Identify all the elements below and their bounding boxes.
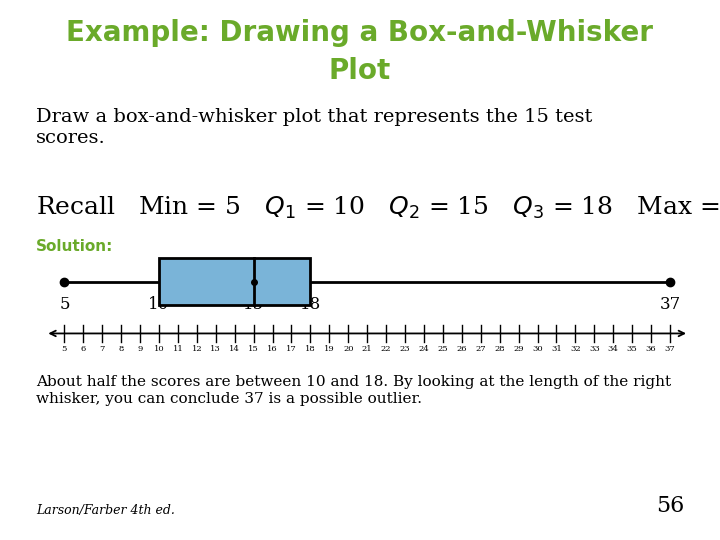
Text: 7: 7 xyxy=(99,345,105,353)
Text: Plot: Plot xyxy=(329,57,391,85)
Text: 29: 29 xyxy=(513,345,524,353)
Text: 31: 31 xyxy=(551,345,562,353)
Text: 37: 37 xyxy=(665,345,675,353)
Text: 18: 18 xyxy=(300,296,321,313)
Text: 20: 20 xyxy=(343,345,354,353)
Text: 24: 24 xyxy=(418,345,429,353)
Text: 15: 15 xyxy=(243,296,264,313)
Text: 35: 35 xyxy=(627,345,637,353)
Text: 30: 30 xyxy=(532,345,543,353)
Text: 19: 19 xyxy=(324,345,335,353)
Text: 36: 36 xyxy=(646,345,657,353)
Text: 37: 37 xyxy=(660,296,680,313)
Text: Draw a box-and-whisker plot that represents the 15 test
scores.: Draw a box-and-whisker plot that represe… xyxy=(36,108,593,147)
Text: 18: 18 xyxy=(305,345,316,353)
Text: Recall   Min = 5   $Q_1$ = 10   $Q_2$ = 15   $Q_3$ = 18   Max = 37: Recall Min = 5 $Q_1$ = 10 $Q_2$ = 15 $Q_… xyxy=(36,194,720,221)
Text: 5: 5 xyxy=(62,345,67,353)
Text: 5: 5 xyxy=(59,296,70,313)
Text: 22: 22 xyxy=(381,345,392,353)
Text: 13: 13 xyxy=(210,345,221,353)
Bar xyxy=(159,258,310,305)
Text: 32: 32 xyxy=(570,345,581,353)
Text: 8: 8 xyxy=(119,345,124,353)
Text: 27: 27 xyxy=(475,345,486,353)
Text: 9: 9 xyxy=(138,345,143,353)
Text: 21: 21 xyxy=(362,345,372,353)
Text: 26: 26 xyxy=(456,345,467,353)
Text: 23: 23 xyxy=(400,345,410,353)
Text: About half the scores are between 10 and 18. By looking at the length of the rig: About half the scores are between 10 and… xyxy=(36,375,671,406)
Text: 25: 25 xyxy=(438,345,449,353)
Text: 16: 16 xyxy=(267,345,278,353)
Text: 12: 12 xyxy=(192,345,202,353)
Text: Solution:: Solution: xyxy=(36,239,113,254)
Text: 11: 11 xyxy=(173,345,184,353)
Text: 15: 15 xyxy=(248,345,259,353)
Text: 10: 10 xyxy=(148,296,170,313)
Text: 6: 6 xyxy=(81,345,86,353)
Text: 33: 33 xyxy=(589,345,600,353)
Text: 10: 10 xyxy=(153,345,164,353)
Text: Larson/Farber 4th ed.: Larson/Farber 4th ed. xyxy=(36,504,175,517)
Text: 56: 56 xyxy=(656,495,684,517)
Text: 17: 17 xyxy=(286,345,297,353)
Text: 28: 28 xyxy=(495,345,505,353)
Text: Example: Drawing a Box-and-Whisker: Example: Drawing a Box-and-Whisker xyxy=(66,19,654,47)
Text: 34: 34 xyxy=(608,345,618,353)
Text: 14: 14 xyxy=(229,345,240,353)
